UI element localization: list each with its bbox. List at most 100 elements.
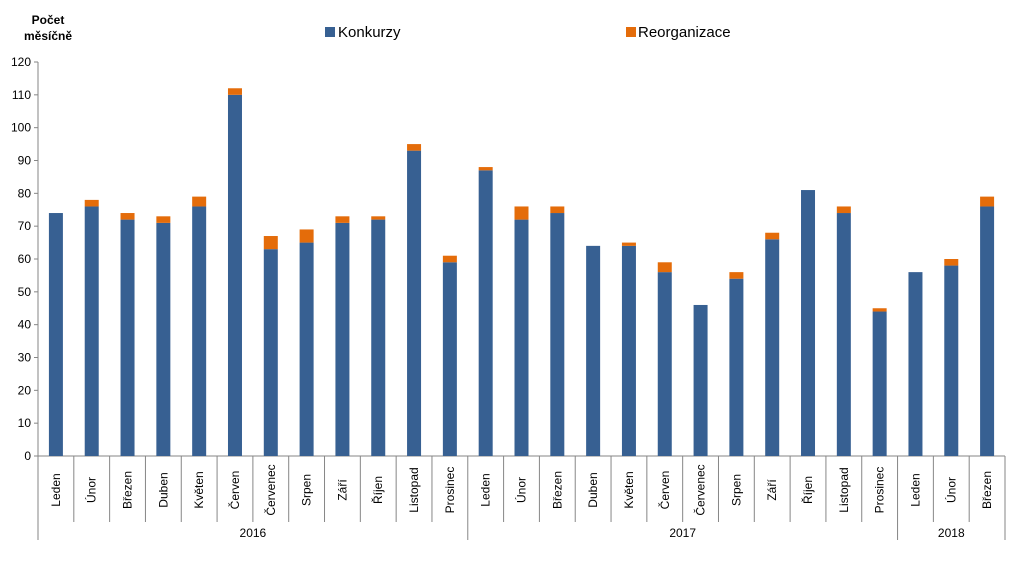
bar-reorganizace — [729, 272, 744, 279]
bar-reorganizace — [944, 259, 959, 266]
bar-konkurzy — [908, 272, 923, 456]
y-tick-label: 120 — [11, 55, 31, 69]
bar-konkurzy — [478, 170, 493, 456]
legend-swatch-reorganizace — [626, 27, 636, 37]
bar-konkurzy — [657, 272, 672, 456]
x-category-label: Březen — [550, 471, 564, 509]
x-category-label: Únor — [514, 477, 529, 503]
bar-reorganizace — [371, 216, 386, 220]
bar-konkurzy — [263, 249, 278, 456]
bar-konkurzy — [765, 239, 780, 456]
bar-reorganizace — [407, 144, 422, 151]
x-category-label: Březen — [121, 471, 135, 509]
x-category-label: Červenec — [693, 464, 708, 515]
y-tick-label: 30 — [18, 351, 32, 365]
bar-konkurzy — [120, 219, 135, 456]
bar-reorganizace — [478, 167, 493, 171]
x-category-label: Listopad — [837, 467, 851, 512]
x-category-label: Únor — [84, 477, 99, 503]
x-group-label: 2017 — [669, 526, 696, 540]
x-category-label: Říjen — [370, 476, 385, 504]
bar-konkurzy — [84, 206, 99, 456]
x-category-label: Květen — [622, 471, 636, 508]
x-category-label: Říjen — [800, 476, 815, 504]
x-category-label: Březen — [980, 471, 994, 509]
bar-reorganizace — [872, 308, 887, 312]
bar-reorganizace — [765, 232, 780, 240]
y-tick-label: 110 — [12, 88, 31, 102]
x-axis-labels: Leden Únor Březen Duben Květen Červen Červenec… — [49, 464, 994, 540]
x-category-label: Červenec — [263, 464, 278, 515]
bar-reorganizace — [442, 255, 457, 263]
x-category-label: Duben — [156, 472, 170, 507]
bar-reorganizace — [335, 216, 350, 223]
x-category-label: Září — [335, 479, 349, 501]
bar-konkurzy — [621, 245, 636, 456]
bar-reorganizace — [120, 213, 135, 220]
y-axis-label-line-1: Počet — [32, 13, 65, 27]
y-tick-label: 90 — [18, 154, 32, 168]
bar-konkurzy — [514, 219, 529, 456]
x-category-label: Duben — [586, 472, 600, 507]
legend-swatch-konkurzy — [325, 27, 335, 37]
x-category-label: Leden — [479, 473, 493, 506]
x-category-label: Prosinec — [873, 467, 887, 514]
x-category-label: Únor — [943, 477, 958, 503]
bar-reorganizace — [514, 206, 529, 220]
bar-konkurzy — [801, 190, 816, 457]
x-category-label: Květen — [192, 471, 206, 508]
bar-konkurzy — [980, 206, 995, 456]
y-tick-label: 60 — [18, 252, 32, 266]
bar-reorganizace — [836, 206, 851, 214]
bar-reorganizace — [263, 236, 278, 250]
bar-konkurzy — [944, 265, 959, 456]
bar-konkurzy — [156, 222, 171, 456]
bar-reorganizace — [657, 262, 672, 273]
y-tick-label: 20 — [18, 383, 32, 397]
bar-konkurzy — [407, 150, 422, 456]
y-tick-label: 50 — [18, 285, 32, 299]
x-category-label: Červen — [657, 471, 672, 510]
x-group-label: 2016 — [240, 526, 267, 540]
y-tick-label: 100 — [11, 121, 31, 135]
legend-label-konkurzy: Konkurzy — [338, 24, 401, 41]
bar-reorganizace — [192, 196, 207, 207]
legend-label-reorganizace: Reorganizace — [638, 24, 731, 41]
bar-reorganizace — [980, 196, 995, 207]
bar-konkurzy — [371, 219, 386, 456]
y-tick-label: 70 — [18, 219, 32, 233]
bars — [48, 88, 995, 457]
bar-konkurzy — [227, 94, 242, 456]
x-category-label: Září — [765, 479, 779, 501]
x-category-label: Srpen — [300, 474, 314, 506]
bar-reorganizace — [227, 88, 242, 95]
bar-konkurzy — [299, 242, 314, 456]
x-group-label: 2018 — [938, 526, 965, 540]
bar-konkurzy — [872, 311, 887, 456]
y-axis-label-line-2: měsíčně — [24, 29, 72, 43]
y-tick-label: 40 — [18, 318, 32, 332]
x-category-label: Srpen — [729, 474, 743, 506]
bar-konkurzy — [693, 304, 708, 456]
x-category-label: Leden — [908, 473, 922, 506]
legend: Konkurzy Reorganizace — [325, 24, 731, 41]
bar-reorganizace — [299, 229, 314, 243]
bar-konkurzy — [836, 213, 851, 456]
y-tick-label: 80 — [18, 186, 32, 200]
bar-reorganizace — [550, 206, 565, 214]
bar-reorganizace — [156, 216, 171, 223]
bar-konkurzy — [550, 213, 565, 456]
bar-konkurzy — [729, 278, 744, 456]
bar-konkurzy — [442, 262, 457, 456]
y-tick-label: 10 — [18, 416, 32, 430]
x-category-label: Červen — [227, 471, 242, 510]
y-tick-label: 0 — [24, 449, 31, 463]
bar-konkurzy — [335, 222, 350, 456]
x-category-label: Listopad — [407, 467, 421, 512]
x-category-label: Prosinec — [443, 467, 457, 514]
bar-konkurzy — [192, 206, 207, 456]
bar-reorganizace — [84, 199, 99, 207]
bar-konkurzy — [48, 213, 63, 456]
